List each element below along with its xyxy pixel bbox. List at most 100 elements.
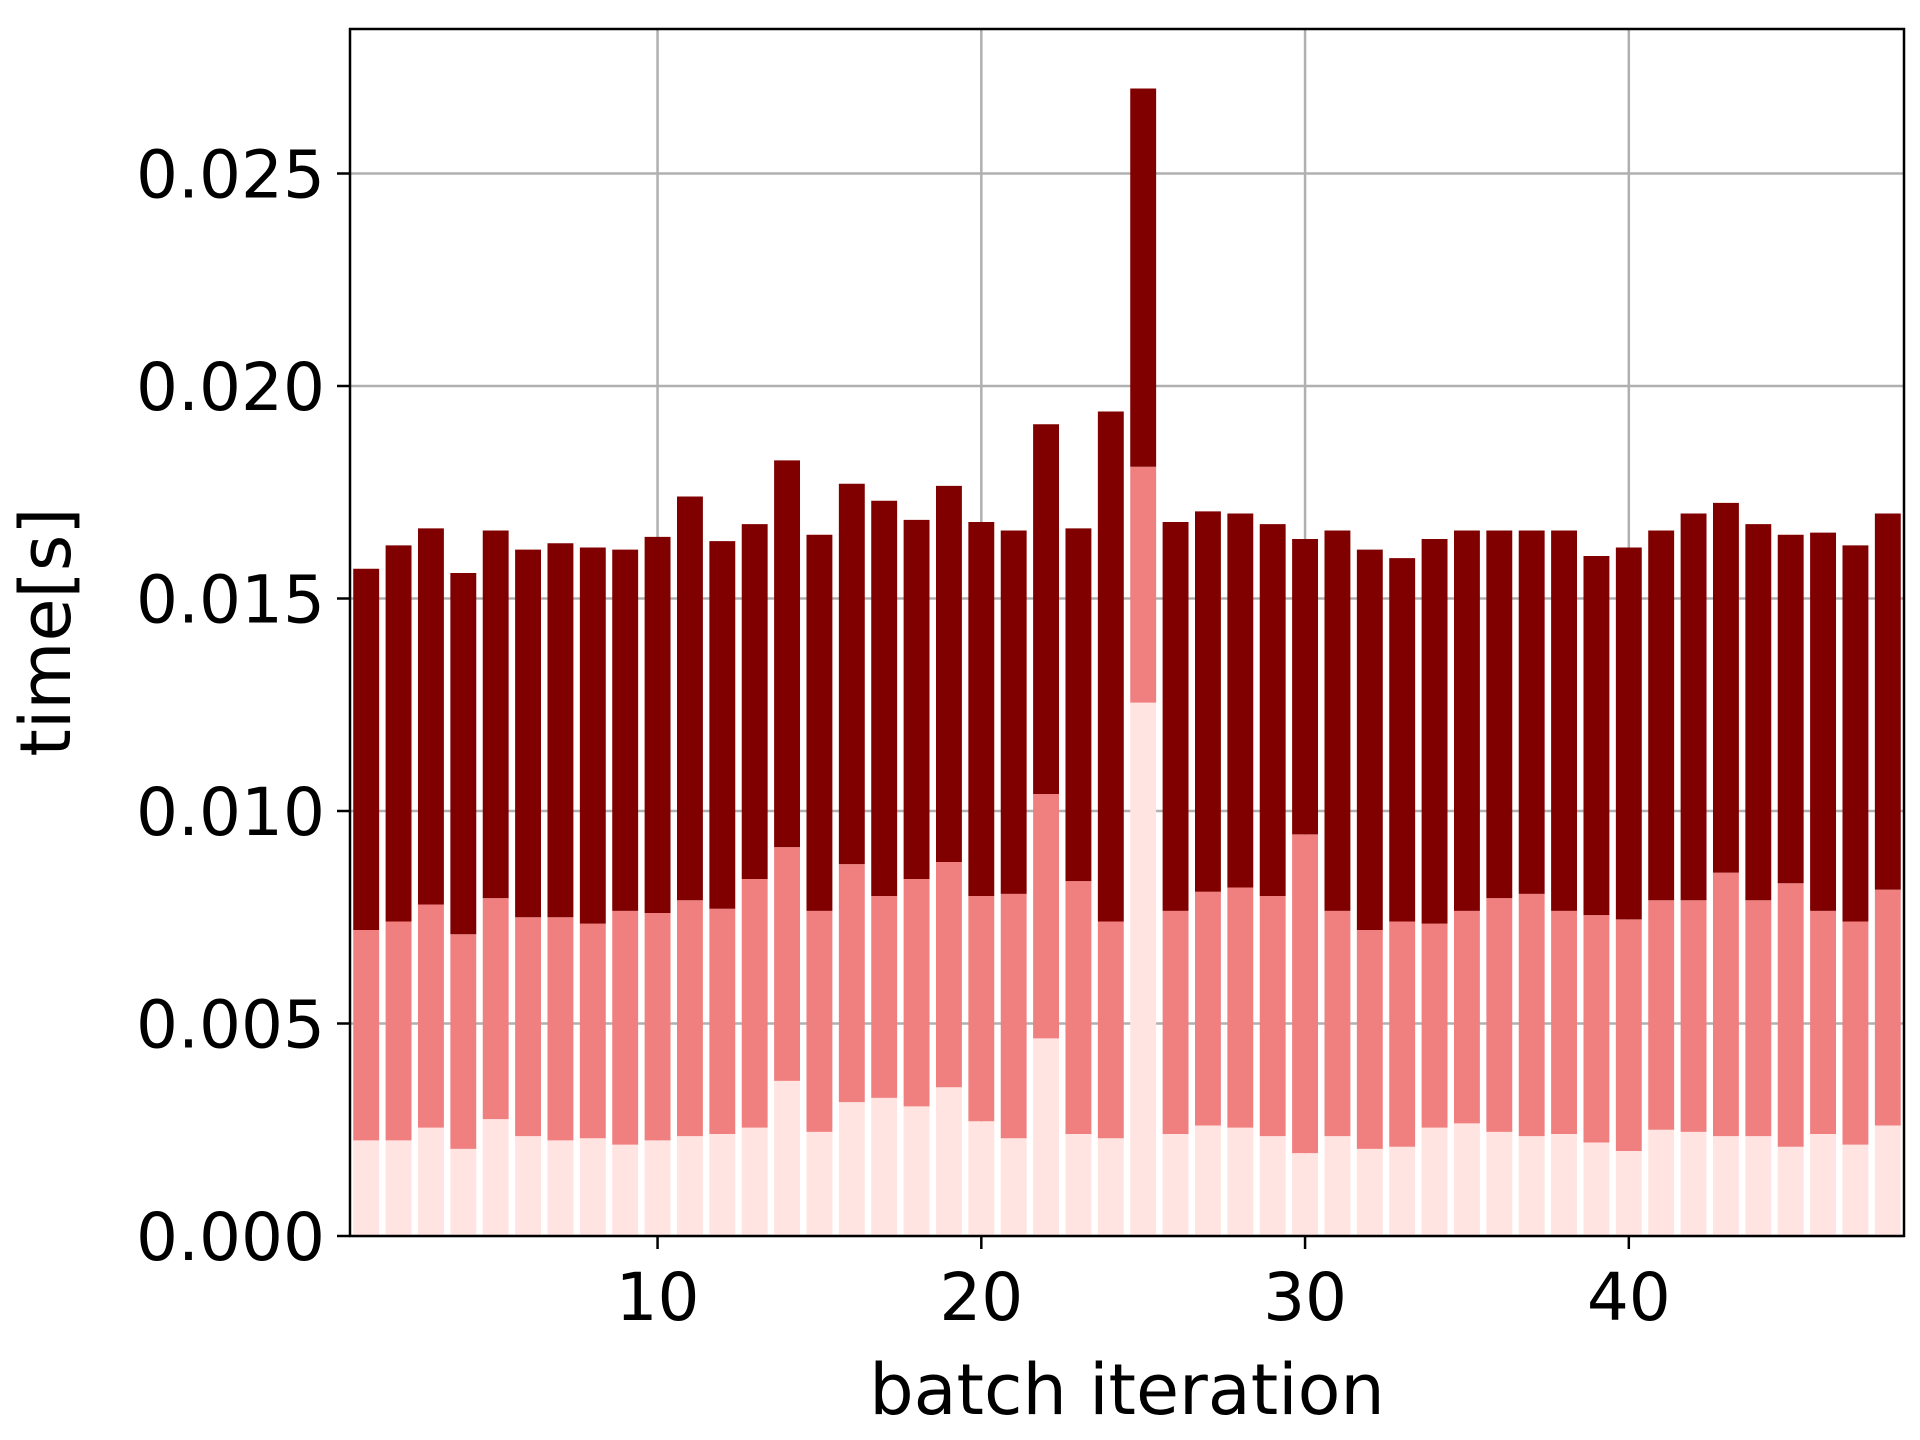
bar-segment-2 — [547, 917, 574, 1141]
bar-segment-1 — [1292, 1153, 1319, 1236]
bar-segment-2 — [1292, 834, 1319, 1154]
bar-segment-1 — [353, 1140, 380, 1236]
bar-segment-2 — [1745, 900, 1772, 1137]
bar-segment-2 — [1000, 893, 1027, 1139]
bar-segment-2 — [1518, 893, 1545, 1137]
bar-segment-1 — [1551, 1134, 1578, 1236]
bar-segment-3 — [547, 543, 574, 918]
bar-segment-1 — [612, 1144, 639, 1236]
bar-segment-2 — [1777, 883, 1804, 1147]
bar-segment-2 — [1389, 921, 1416, 1147]
bar-segment-3 — [806, 534, 833, 911]
bar-segment-1 — [1097, 1138, 1124, 1236]
bar-segment-1 — [774, 1080, 801, 1236]
bar-segment-2 — [935, 862, 962, 1088]
bar-segment-1 — [676, 1136, 703, 1236]
y-tick-label: 0.005 — [136, 987, 325, 1064]
bar-segment-2 — [1324, 910, 1351, 1137]
bar-segment-3 — [612, 549, 639, 911]
y-tick-label: 0.025 — [136, 137, 325, 214]
bar-segment-2 — [1194, 891, 1221, 1126]
bar-segment-2 — [1680, 900, 1707, 1132]
bar-segment-3 — [482, 530, 509, 899]
bar-segment-2 — [1615, 919, 1642, 1151]
y-axis-label: time[s] — [5, 507, 87, 756]
y-tick-label: 0.015 — [136, 562, 325, 639]
bar-segment-3 — [1583, 556, 1610, 916]
bar-segment-3 — [774, 460, 801, 848]
bar-segment-3 — [741, 524, 768, 879]
bar-segment-2 — [450, 934, 477, 1149]
bar-segment-3 — [1194, 511, 1221, 892]
bar-segment-1 — [935, 1087, 962, 1236]
bar-segment-1 — [1259, 1136, 1286, 1236]
bar-segment-1 — [968, 1121, 995, 1236]
bar-segment-2 — [741, 879, 768, 1128]
bar-segment-3 — [385, 545, 412, 922]
bar-segment-1 — [547, 1140, 574, 1236]
bar-segment-1 — [1810, 1134, 1837, 1236]
bar-segment-1 — [741, 1127, 768, 1236]
bar-segment-1 — [1227, 1127, 1254, 1236]
bar-segment-3 — [1518, 530, 1545, 894]
bar-segment-3 — [515, 549, 542, 918]
bar-segment-2 — [1810, 910, 1837, 1134]
bar-segment-3 — [935, 485, 962, 862]
bar-segment-3 — [1486, 530, 1513, 899]
bar-segment-2 — [417, 904, 444, 1128]
bar-segment-1 — [1162, 1134, 1189, 1236]
bar-segment-3 — [353, 568, 380, 930]
bar-segment-3 — [1292, 539, 1319, 835]
bar-segment-1 — [450, 1148, 477, 1236]
bar-segment-1 — [1745, 1136, 1772, 1236]
bar-segment-3 — [1712, 502, 1739, 873]
bar-segment-3 — [1389, 558, 1416, 922]
bar-segment-3 — [709, 541, 736, 909]
bar-segment-2 — [1712, 872, 1739, 1137]
x-axis-label: batch iteration — [869, 1349, 1385, 1431]
ticks: 10 20 30 40 0.000 0.005 0.010 0.015 0.020 0.025 — [136, 137, 1671, 1337]
bar-segment-3 — [1648, 530, 1675, 901]
bar-segment-3 — [450, 573, 477, 935]
bar-segment-3 — [1810, 532, 1837, 911]
plot-frame — [348, 27, 1906, 1238]
bar-segment-1 — [1453, 1123, 1480, 1236]
bar-segment-3 — [1162, 522, 1189, 911]
bar-segment-3 — [1745, 524, 1772, 901]
bar-segment-3 — [1453, 530, 1480, 911]
bar-segment-3 — [1551, 530, 1578, 911]
x-tick-label: 40 — [1587, 1259, 1671, 1336]
bar-segment-3 — [1324, 530, 1351, 911]
bar-segment-3 — [1356, 549, 1383, 930]
bar-segment-1 — [482, 1119, 509, 1236]
y-tick-label: 0.020 — [136, 349, 325, 426]
bar-segment-2 — [612, 910, 639, 1145]
bar-segment-1 — [1000, 1138, 1027, 1236]
bar-segment-3 — [1421, 539, 1448, 924]
bar-segment-3 — [417, 528, 444, 905]
bar-segment-3 — [1259, 524, 1286, 896]
bar-segment-2 — [385, 921, 412, 1141]
bar-segment-1 — [871, 1097, 898, 1236]
bar-segment-3 — [903, 519, 930, 879]
bar-segment-1 — [709, 1134, 736, 1236]
bar-segment-1 — [838, 1102, 865, 1236]
y-tick-label: 0.010 — [136, 774, 325, 851]
bar-segment-1 — [1356, 1148, 1383, 1236]
bar-segment-1 — [1874, 1125, 1901, 1236]
bar-segment-1 — [1033, 1038, 1060, 1236]
bar-segment-3 — [644, 536, 671, 913]
bar-segment-2 — [1486, 898, 1513, 1132]
bar-segment-1 — [644, 1140, 671, 1236]
bar-segment-3 — [1097, 411, 1124, 922]
bar-segment-2 — [968, 896, 995, 1122]
bar-segment-3 — [1842, 545, 1869, 922]
x-tick-label: 20 — [939, 1259, 1023, 1336]
bar-segment-3 — [579, 547, 606, 924]
bar-segment-2 — [1130, 466, 1157, 703]
bar-segment-1 — [1130, 702, 1157, 1236]
bar-segment-3 — [1680, 513, 1707, 901]
bar-segment-2 — [579, 923, 606, 1139]
bar-segment-2 — [871, 896, 898, 1098]
